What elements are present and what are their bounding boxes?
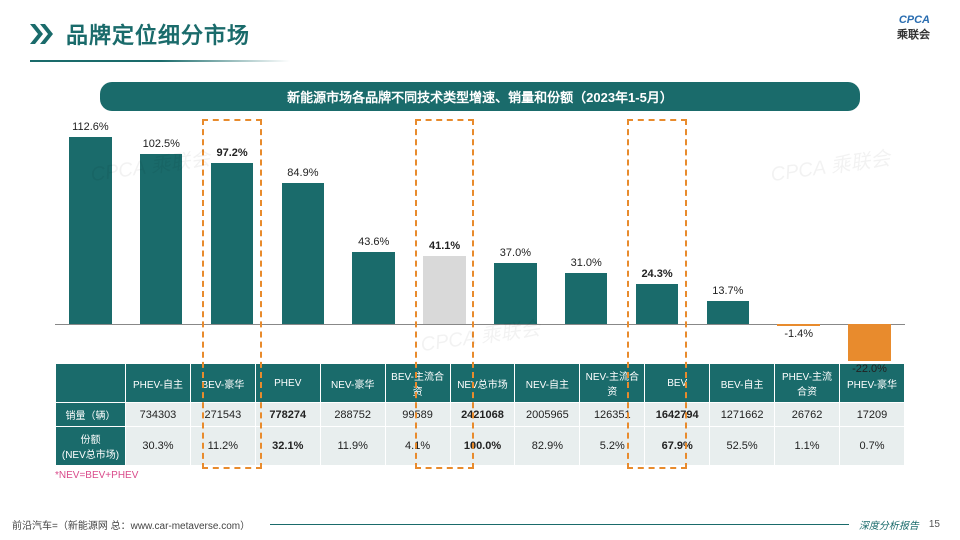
table-col-header: BEV-主流合资 — [385, 364, 450, 403]
chart-bar: 24.3% — [622, 125, 693, 324]
table-cell: 82.9% — [515, 427, 580, 466]
table-row-header: 份额 (NEV总市场) — [56, 427, 126, 466]
page-number: 15 — [929, 519, 940, 530]
table-cell: 271543 — [190, 403, 255, 427]
page-title: 品牌定位细分市场 — [66, 18, 250, 50]
table-cell: 52.5% — [710, 427, 775, 466]
table-cell: 99589 — [385, 403, 450, 427]
logo-text-top: CPCA — [899, 14, 930, 26]
chart-bar: 31.0% — [551, 125, 622, 324]
table-row-header: 销量（辆） — [56, 403, 126, 427]
table-col-header: BEV-豪华 — [190, 364, 255, 403]
table-cell: 17209 — [839, 403, 904, 427]
table-cell: 2005965 — [515, 403, 580, 427]
table-cell: 734303 — [126, 403, 191, 427]
table-col-header: PHEV — [255, 364, 320, 403]
table-col-header: PHEV-自主 — [126, 364, 191, 403]
table-cell: 5.2% — [580, 427, 645, 466]
table-col-header: PHEV-主流合资 — [775, 364, 840, 403]
chart-bar: 84.9% — [267, 125, 338, 324]
table-col-header: NEV-自主 — [515, 364, 580, 403]
table-cell: 4.1% — [385, 427, 450, 466]
chart-bar: 37.0% — [480, 125, 551, 324]
table-cell: 1642794 — [645, 403, 710, 427]
table-col-header: BEV — [645, 364, 710, 403]
table-col-header: NEV-豪华 — [320, 364, 385, 403]
logo-text-bottom: 乘联会 — [897, 26, 930, 42]
table-cell: 67.9% — [645, 427, 710, 466]
footer-source: 前沿汽车=（新能源网 总：www.car-metaverse.com） — [12, 517, 250, 532]
footer: 前沿汽车=（新能源网 总：www.car-metaverse.com） 深度分析… — [0, 517, 960, 532]
table-cell: 126351 — [580, 403, 645, 427]
table-col-header: BEV-自主 — [710, 364, 775, 403]
table-cell: 30.3% — [126, 427, 191, 466]
chart-bar: 43.6% — [338, 125, 409, 324]
chevron-icon — [30, 24, 56, 44]
data-table: PHEV-自主BEV-豪华PHEVNEV-豪华BEV-主流合资NEV总市场NEV… — [55, 363, 905, 466]
bar-chart: 112.6%102.5%97.2%84.9%43.6%41.1%37.0%31.… — [55, 125, 905, 345]
table-cell: 11.9% — [320, 427, 385, 466]
table-cell: 778274 — [255, 403, 320, 427]
chart-bar: -1.4% — [763, 125, 834, 324]
table-col-header: NEV-主流合资 — [580, 364, 645, 403]
footnote: *NEV=BEV+PHEV — [55, 470, 905, 481]
chart-bar: -22.0% — [834, 125, 905, 324]
chart-subtitle: 新能源市场各品牌不同技术类型增速、销量和份额（2023年1-5月） — [100, 82, 860, 111]
table-cell: 32.1% — [255, 427, 320, 466]
chart-bar: 97.2% — [197, 125, 268, 324]
logo: CPCA 乘联会 — [897, 14, 930, 42]
table-cell: 288752 — [320, 403, 385, 427]
table-cell: 2421068 — [450, 403, 515, 427]
title-underline — [30, 60, 290, 62]
table-cell: 26762 — [775, 403, 840, 427]
chart-bar: 41.1% — [409, 125, 480, 324]
table-cell: 1271662 — [710, 403, 775, 427]
chart-bar: 102.5% — [126, 125, 197, 324]
footer-label: 深度分析报告 — [859, 517, 919, 532]
table-cell: 0.7% — [839, 427, 904, 466]
table-col-header: NEV总市场 — [450, 364, 515, 403]
table-cell: 1.1% — [775, 427, 840, 466]
table-cell: 100.0% — [450, 427, 515, 466]
chart-bar: 13.7% — [692, 125, 763, 324]
chart-bar: 112.6% — [55, 125, 126, 324]
table-cell: 11.2% — [190, 427, 255, 466]
